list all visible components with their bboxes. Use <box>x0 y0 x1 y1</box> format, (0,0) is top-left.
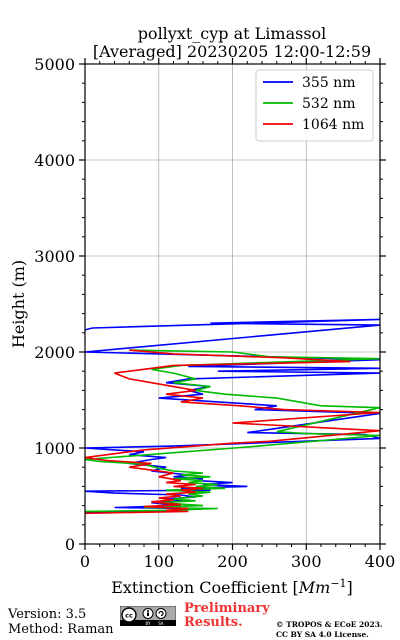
y-tick-label: 0 <box>65 535 75 554</box>
cc-license-badge: cc BY SA <box>120 606 176 626</box>
legend-label: 1064 nm <box>302 117 364 133</box>
version-text: Version: 3.5 <box>8 607 87 622</box>
y-tick-label: 1000 <box>34 439 75 458</box>
y-tick-label: 4000 <box>34 151 75 170</box>
license-line-2: CC BY SA 4.0 License. <box>276 629 369 639</box>
x-tick-label: 200 <box>217 552 248 571</box>
series-line-2 <box>85 349 380 513</box>
x-axis-label: Extinction Coefficient [Mm−1] <box>111 577 353 597</box>
svg-text:SA: SA <box>158 621 164 626</box>
y-tick-label: 5000 <box>34 55 75 74</box>
license-line-1: © TROPOS & ECoE 2023. <box>276 620 383 629</box>
legend: 355 nm 532 nm 1064 nm <box>255 69 374 142</box>
x-tick-label: 0 <box>80 552 90 571</box>
svg-text:BY: BY <box>146 621 152 626</box>
y-axis-label: Height (m) <box>9 260 28 348</box>
preliminary-line-2: Results. <box>184 615 243 630</box>
series-line-3 <box>85 349 380 515</box>
x-tick-label: 400 <box>365 552 396 571</box>
y-tick-label: 3000 <box>34 247 75 266</box>
x-tick-label: 300 <box>291 552 322 571</box>
svg-text:cc: cc <box>125 612 133 620</box>
y-tick-label: 2000 <box>34 343 75 362</box>
series-line-1 <box>85 318 380 514</box>
preliminary-results-text: Preliminary Results. <box>184 602 270 630</box>
method-text: Method: Raman <box>8 622 114 637</box>
legend-label: 532 nm <box>302 96 355 112</box>
preliminary-line-1: Preliminary <box>184 601 270 616</box>
chart-title: pollyxt_cyp at Limassol <box>138 24 327 43</box>
legend-label: 355 nm <box>302 75 355 91</box>
chart-subtitle: [Averaged] 20230205 12:00-12:59 <box>93 42 371 61</box>
x-tick-label: 100 <box>143 552 174 571</box>
series-lines <box>85 318 380 515</box>
license-text: © TROPOS & ECoE 2023. CC BY SA 4.0 Licen… <box>276 620 383 639</box>
